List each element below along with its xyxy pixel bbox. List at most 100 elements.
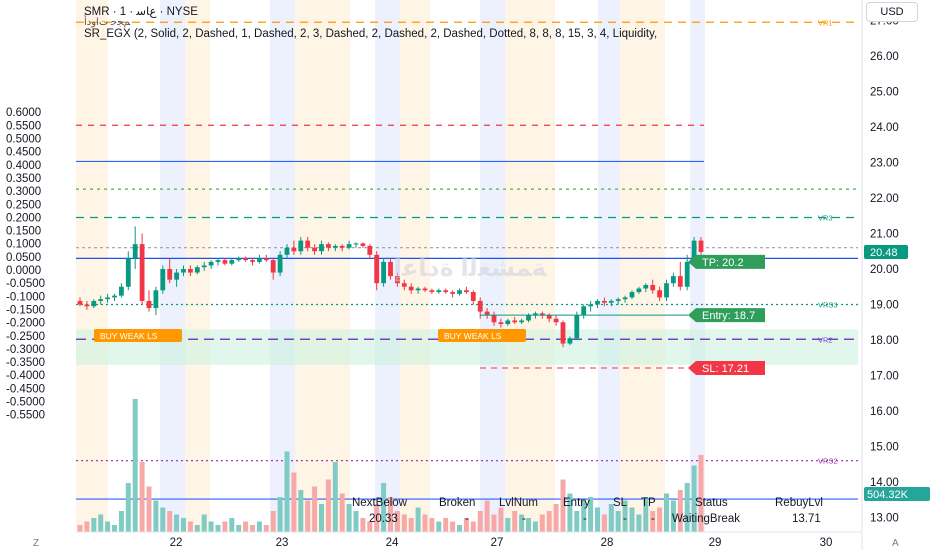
x-tick-label: 24 [386,537,399,549]
x-tick-label: 23 [276,537,289,549]
volume-bar [236,525,242,532]
left-tick-label: -0.3000 [6,344,45,356]
sl-label-bg [688,361,765,376]
volume-bar [243,521,249,532]
candle [305,240,311,248]
left-tick-label: -0.2000 [6,318,45,330]
left-tick-label: -0.2500 [6,331,45,343]
volume-bar [346,504,352,532]
candle [684,261,690,287]
candle [395,276,400,284]
right-tick-label: 18.00 [870,335,899,347]
candle [84,304,90,307]
indicator-title[interactable]: SR_EGX (2, Solid, 2, Dashed, 1, Dashed, … [84,28,658,40]
candle [229,260,235,264]
volume-bar [643,497,649,532]
volume-bar [519,514,525,532]
volume-bar [394,511,400,532]
candle [567,338,573,344]
table-header: Status [695,497,728,509]
volume-bar [332,462,338,532]
left-tick-label: 0.1500 [6,226,41,238]
volume-bar [374,504,380,532]
currency-button[interactable]: USD [866,2,918,22]
candle [436,290,442,293]
volume-bar [450,521,456,532]
left-tick-label: -0.5000 [6,397,45,409]
volume-bar [194,525,200,532]
candle [429,290,435,293]
volume-indicator-label[interactable]: ﻢﺠﺣ ﺕﺍﻭﺩﺃ [84,17,131,28]
volume-bar [615,511,621,532]
volume-bar [567,493,573,532]
candle [146,300,152,309]
volume-bar [574,511,580,532]
left-tick-label: 0.3500 [6,173,41,185]
table-value: 20.33 [369,513,398,525]
left-tick-label: 0.6000 [6,107,41,119]
volume-bar [388,497,393,532]
left-tick-label: -0.0500 [6,278,45,290]
volume-bar [677,490,683,532]
left-tick-label: 0.5000 [6,134,41,146]
candle [546,315,552,319]
candle [470,292,476,301]
candle [112,295,117,298]
candle [415,288,421,291]
tp-label: TP: 20.2 [702,257,744,269]
volume-bar [498,507,504,532]
volume-bar [526,518,531,532]
candle [263,258,269,261]
volume-bar [422,514,428,532]
left-tick-label: 0.0500 [6,252,41,264]
table-value: - [651,513,655,525]
right-tick-label: 13.00 [870,513,899,525]
volume-bar [112,525,117,532]
tp-label-bg [688,254,765,269]
candle [677,276,683,287]
volume-bar [608,504,614,532]
candle [153,290,159,309]
volume-bar [470,521,476,532]
volume-bar [160,507,166,532]
candle [650,284,656,291]
table-header: RebuyLvl [775,497,823,509]
volume-bar [484,500,490,532]
last-price-tag: 20.48 [870,247,898,259]
symbol-title[interactable]: SMR · 1 · ﻉﺎﺳ · NYSE [84,6,198,18]
candle [332,245,338,248]
table-header: NextBelow [352,497,408,509]
candle [457,290,462,294]
buy-signal-label: BUY WEAK LS [444,331,502,341]
session-band [76,0,108,532]
volume-bar [622,500,628,532]
candle [602,300,607,303]
candle [671,276,676,284]
table-header: LvlNum [499,497,538,509]
left-tick-label: 0.5500 [6,120,41,132]
volume-bar [312,486,318,532]
candle [698,240,704,252]
volume-bar [670,500,676,532]
candle [643,284,649,289]
sr-level-label: VR1 [818,18,833,27]
volume-bar [167,511,173,532]
candle [339,245,345,248]
sr-level-label: VR3 [818,214,833,223]
sr-level-label: VR2 [818,335,833,344]
candle [512,320,518,323]
candle [243,258,248,261]
candle [291,247,297,252]
right-tick-label: 23.00 [870,158,899,170]
candle [181,269,186,273]
volume-bar [153,500,159,532]
volume-bar [105,521,111,532]
volume-bar [229,518,235,532]
volume-bar [84,521,90,532]
candle [160,269,166,291]
table-value: 13.71 [792,513,821,525]
candle [629,292,635,298]
candle [498,322,504,325]
